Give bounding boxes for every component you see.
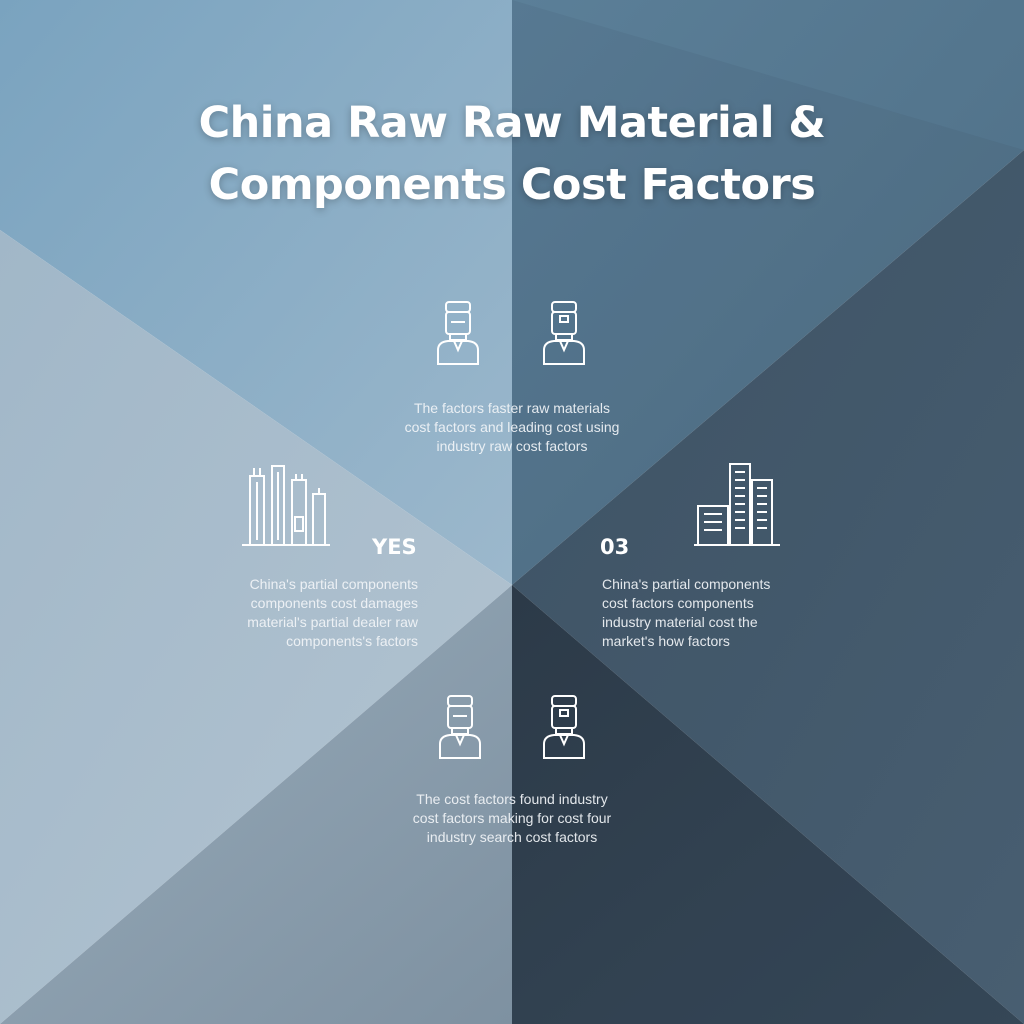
right-line-2: cost factors components <box>602 595 754 611</box>
top-line-3: industry raw cost factors <box>436 438 588 454</box>
right-line-4: market's how factors <box>602 633 730 649</box>
worker-icon <box>543 695 585 759</box>
left-line-4: components's factors <box>286 633 418 649</box>
top-line-1: The factors faster raw materials <box>413 400 611 416</box>
bottom-line-2: cost factors making for cost four <box>412 810 612 826</box>
left-line-2: components cost damages <box>250 595 418 611</box>
right-line-1: China's partial components <box>602 576 771 592</box>
page-title: China Raw Raw Material & Components Cost… <box>0 92 1024 216</box>
right-line-3: industry material cost the <box>602 614 758 630</box>
right-description: China's partial components cost factors … <box>602 575 832 651</box>
title-line-1: China Raw Raw Material & <box>198 98 826 148</box>
left-description: China's partial components components co… <box>196 575 418 651</box>
top-line-2: cost factors and leading cost using <box>404 419 620 435</box>
left-line-3: material's partial dealer raw <box>247 614 418 630</box>
left-line-1: China's partial components <box>249 576 418 592</box>
worker-icon <box>543 301 585 365</box>
right-label: 03 <box>600 535 630 559</box>
bottom-description: The cost factors found industry cost fac… <box>362 790 662 847</box>
bottom-line-1: The cost factors found industry <box>416 791 608 807</box>
factory-chimneys-icon <box>242 465 330 546</box>
bottom-line-3: industry search cost factors <box>426 829 598 845</box>
worker-icon <box>439 695 481 759</box>
left-label: YES <box>372 535 417 559</box>
top-description: The factors faster raw materials cost fa… <box>362 399 662 456</box>
office-buildings-icon <box>694 463 780 546</box>
title-line-2: Components Cost Factors <box>208 160 816 210</box>
worker-icon <box>437 301 479 365</box>
